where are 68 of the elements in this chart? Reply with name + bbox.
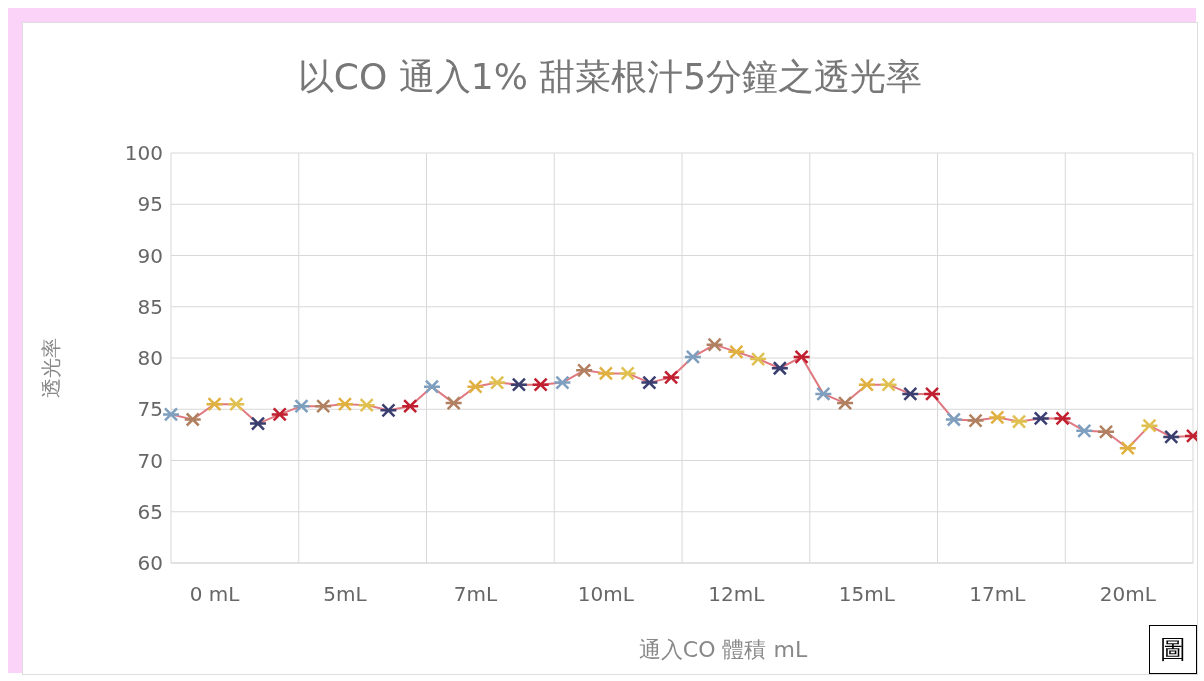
y-tick-label: 90 xyxy=(137,243,163,268)
point xyxy=(1162,429,1181,445)
point xyxy=(683,349,703,365)
point xyxy=(1140,418,1159,433)
point xyxy=(618,366,637,381)
point xyxy=(1053,411,1072,426)
point xyxy=(1096,424,1116,440)
y-axis-title: 透光率 xyxy=(37,338,64,398)
point xyxy=(770,361,790,376)
point xyxy=(357,397,376,413)
point xyxy=(226,396,246,412)
point xyxy=(553,375,572,390)
point xyxy=(270,407,289,422)
x-tick-label: 12mL xyxy=(708,582,766,607)
point xyxy=(814,386,833,402)
point xyxy=(857,377,877,392)
point xyxy=(574,363,594,378)
y-tick-label: 60 xyxy=(137,551,163,576)
y-tick-label: 70 xyxy=(137,448,163,473)
y-tick-label: 65 xyxy=(137,499,163,524)
chart-title: 以CO 通入1% 甜菜根汁5分鐘之透光率 xyxy=(296,55,924,99)
point xyxy=(879,377,898,392)
point xyxy=(835,395,855,411)
point xyxy=(379,403,398,418)
point xyxy=(248,416,268,431)
point xyxy=(727,344,746,360)
point xyxy=(661,370,681,385)
x-tick-label: 20mL xyxy=(1099,582,1157,607)
point xyxy=(161,407,181,422)
text: 圖 xyxy=(1149,625,1197,674)
point xyxy=(1009,414,1029,429)
point xyxy=(1075,423,1094,439)
point xyxy=(901,386,920,402)
y-tick-label: 85 xyxy=(137,294,163,319)
x-tick-label: 5mL xyxy=(323,582,368,607)
point xyxy=(444,395,463,411)
point xyxy=(1031,411,1051,426)
y-tick-label: 75 xyxy=(137,397,163,422)
point xyxy=(748,351,768,367)
x-tick-label: 0 mL xyxy=(189,582,241,607)
point xyxy=(966,413,985,428)
point xyxy=(466,379,485,394)
point xyxy=(988,410,1007,425)
point xyxy=(313,398,333,414)
point xyxy=(400,398,420,414)
y-tick-label: 100 xyxy=(124,141,163,166)
point xyxy=(531,377,550,392)
x-tick-label: 17mL xyxy=(969,582,1027,607)
point xyxy=(922,386,942,402)
point xyxy=(596,366,616,381)
point xyxy=(1118,440,1138,456)
point xyxy=(640,375,659,390)
point xyxy=(705,337,724,352)
point xyxy=(205,396,224,412)
point xyxy=(792,349,811,365)
point xyxy=(422,379,442,394)
x-tick-label: 10mL xyxy=(577,582,635,607)
point xyxy=(487,375,507,390)
point xyxy=(509,377,529,392)
point xyxy=(292,398,311,414)
x-axis-title: 通入CO 體積 mL xyxy=(637,636,809,664)
point xyxy=(183,412,202,427)
point xyxy=(944,412,964,427)
y-tick-label: 80 xyxy=(137,346,163,371)
x-tick-label: 7mL xyxy=(453,582,498,607)
x-tick-label: 15mL xyxy=(838,582,896,607)
y-tick-label: 95 xyxy=(137,192,163,217)
point xyxy=(335,396,355,412)
